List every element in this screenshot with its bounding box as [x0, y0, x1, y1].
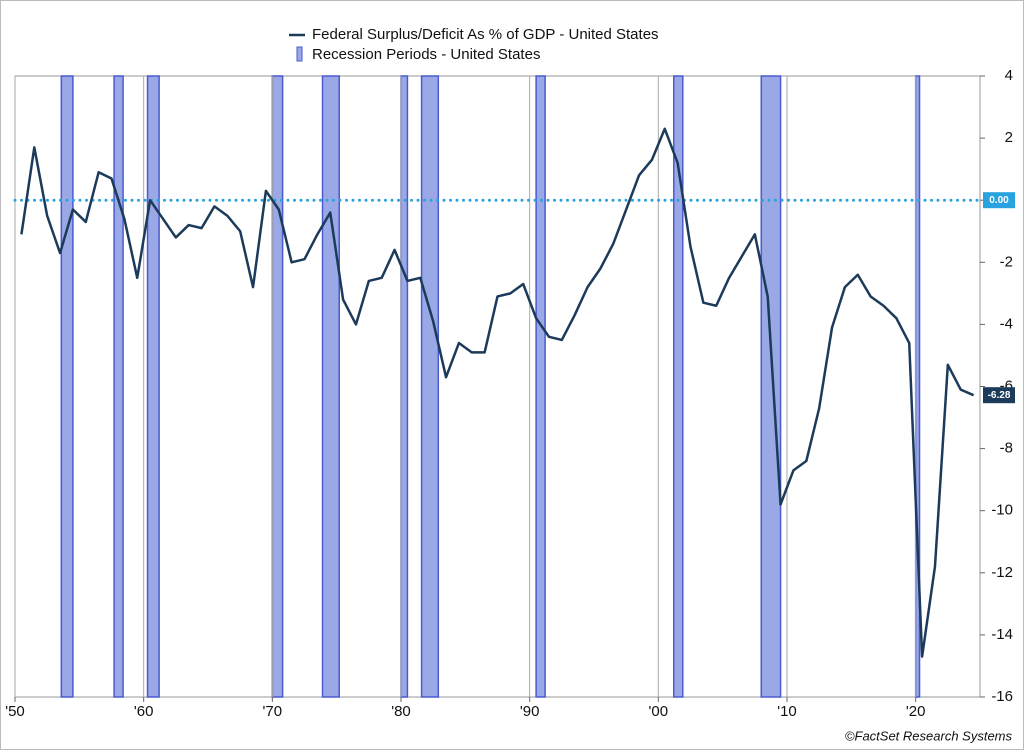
y-tick-label: 4: [1005, 67, 1013, 84]
y-tick-label: -2: [1000, 253, 1013, 270]
recession-band: [113, 75, 124, 698]
reference-label-box: [983, 192, 1015, 209]
x-tick-label: '80: [391, 703, 411, 720]
y-tick-label: 2: [1005, 129, 1013, 146]
x-tick-label: '10: [777, 703, 797, 720]
y-tick-label: -4: [1000, 315, 1013, 332]
legend-bar-icon: [296, 46, 303, 62]
x-tick-label: '90: [520, 703, 540, 720]
plot-area: '50'60'70'80'90'00'10'20420-2-4-6-8-10-1…: [5, 67, 1015, 720]
recession-band: [535, 75, 546, 698]
legend-label: Federal Surplus/Deficit As % of GDP - Un…: [312, 26, 659, 43]
legend-label: Recession Periods - United States: [312, 46, 540, 63]
x-tick-label: '70: [263, 703, 283, 720]
recession-band: [146, 75, 160, 698]
y-tick-label: -10: [991, 502, 1013, 519]
x-tick-label: '20: [906, 703, 926, 720]
x-tick-label: '00: [649, 703, 669, 720]
recession-band: [400, 75, 409, 698]
recession-band: [321, 75, 340, 698]
end-label: -6.28: [988, 390, 1011, 401]
x-tick-label: '60: [134, 703, 154, 720]
y-tick-label: -14: [991, 626, 1013, 643]
reference-label: 0.00: [989, 195, 1009, 206]
y-tick-label: -8: [1000, 440, 1013, 457]
recession-band: [271, 75, 284, 698]
end-label-box: [983, 387, 1015, 404]
recession-band: [673, 75, 684, 698]
credit: ©FactSet Research Systems: [845, 728, 1013, 743]
x-tick-label: '50: [5, 703, 25, 720]
recession-band: [760, 75, 782, 698]
y-tick-label: -12: [991, 564, 1013, 581]
recession-band: [60, 75, 74, 698]
legend: Federal Surplus/Deficit As % of GDP - Un…: [289, 26, 659, 63]
recession-band: [420, 75, 440, 698]
series-line: [20, 127, 975, 658]
y-tick-label: -16: [991, 688, 1013, 705]
